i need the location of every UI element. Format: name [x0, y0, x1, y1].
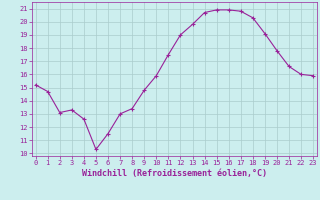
X-axis label: Windchill (Refroidissement éolien,°C): Windchill (Refroidissement éolien,°C) — [82, 169, 267, 178]
